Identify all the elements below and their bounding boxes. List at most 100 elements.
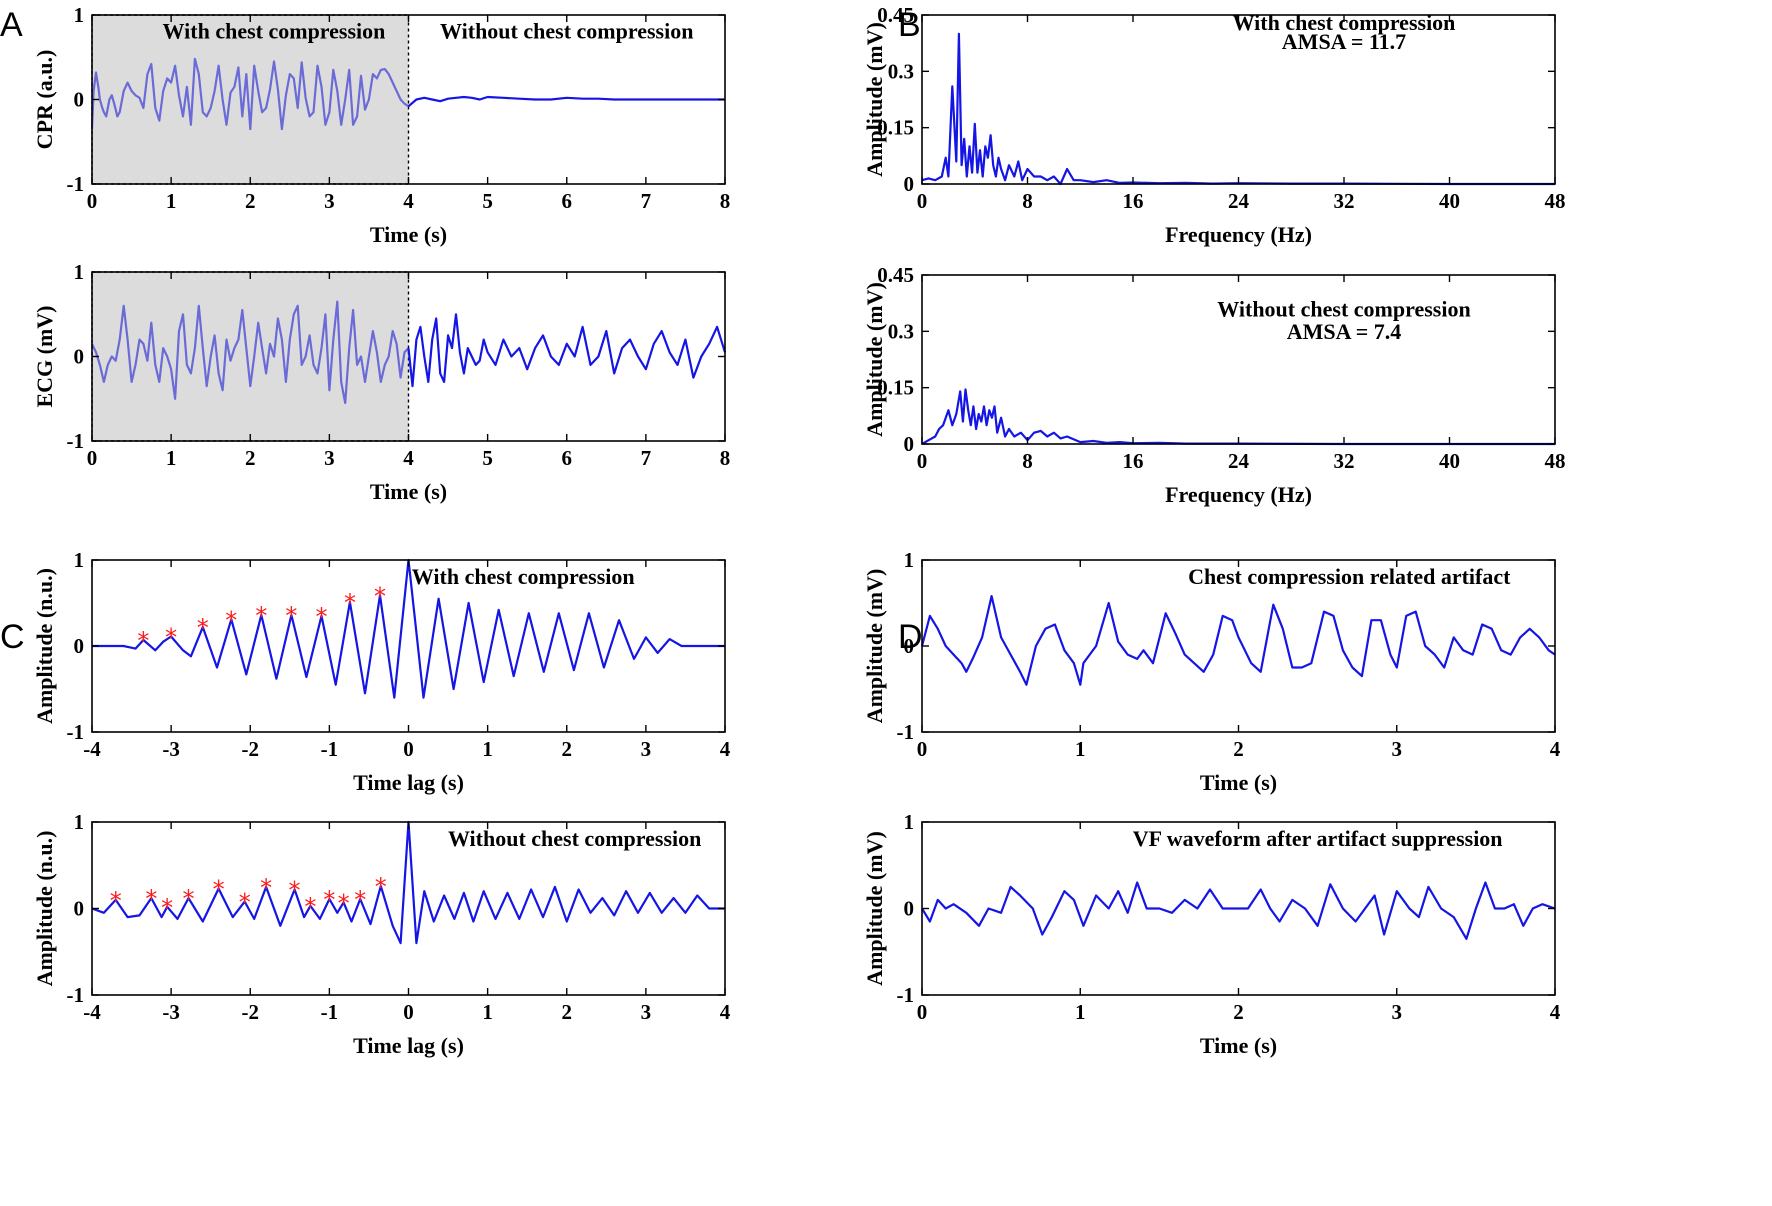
x-tick-label: 1 xyxy=(482,1000,493,1024)
peak-marker: * xyxy=(239,889,251,917)
peak-marker: * xyxy=(375,873,387,901)
signal-line-shaded xyxy=(91,300,410,405)
x-tick-label: 0 xyxy=(403,737,414,761)
y-tick-label: -1 xyxy=(897,983,915,1007)
x-tick-label: 1 xyxy=(1075,737,1086,761)
chart-annotation: With chest compression xyxy=(1233,10,1456,35)
peak-marker: * xyxy=(260,874,272,902)
x-tick-label: -1 xyxy=(321,737,339,761)
peak-marker: * xyxy=(161,894,173,922)
y-tick-label: 0.15 xyxy=(877,376,914,400)
x-axis-label: Frequency (Hz) xyxy=(1165,222,1312,247)
peak-marker: * xyxy=(165,624,177,652)
x-tick-label: 24 xyxy=(1228,189,1250,213)
peak-marker: * xyxy=(145,885,157,913)
x-tick-label: 3 xyxy=(641,1000,652,1024)
x-tick-label: 7 xyxy=(641,189,652,213)
y-tick-label: -1 xyxy=(67,172,85,196)
x-tick-label: 6 xyxy=(562,446,573,470)
chart-annotation: AMSA = 11.7 xyxy=(1282,29,1406,54)
y-tick-label: -1 xyxy=(897,720,915,744)
panel-letter-c: C xyxy=(0,618,25,656)
x-tick-label: 3 xyxy=(1392,737,1403,761)
peak-marker: * xyxy=(344,589,356,617)
x-tick-label: 8 xyxy=(720,446,731,470)
peak-marker: * xyxy=(289,876,301,904)
chart-c1: * * * * * * * * * -4 -3 -2 -1 0 1 2 3 4 -1 0 1 Time lag (s) Am… xyxy=(32,548,731,795)
x-tick-label: -2 xyxy=(242,737,260,761)
x-tick-label: 4 xyxy=(720,737,731,761)
y-tick-label: 1 xyxy=(74,810,85,834)
chart-b1: 0 8 16 24 32 40 48 0 0.15 0.3 0.45 Frequency (Hz) Am… xyxy=(862,3,1566,247)
x-axis-label: Time (s) xyxy=(1200,1033,1277,1058)
plot-frame xyxy=(921,14,1556,185)
x-tick-label: 16 xyxy=(1123,449,1144,473)
x-axis-label: Time lag (s) xyxy=(353,1033,464,1058)
peak-marker: * xyxy=(285,602,297,630)
chart-annotation: Chest compression related artifact xyxy=(1188,564,1511,589)
x-tick-label: 0 xyxy=(917,449,928,473)
x-tick-label: 4 xyxy=(1550,1000,1561,1024)
y-tick-label: 1 xyxy=(904,810,915,834)
x-tick-label: 0 xyxy=(87,189,98,213)
signal-line xyxy=(407,313,727,388)
x-tick-label: 4 xyxy=(403,189,414,213)
x-tick-label: -1 xyxy=(321,1000,339,1024)
x-tick-label: 8 xyxy=(1022,449,1033,473)
x-axis-label: Time (s) xyxy=(370,479,447,504)
x-tick-label: 3 xyxy=(324,446,335,470)
x-tick-label: 7 xyxy=(641,446,652,470)
y-tick-label: 0 xyxy=(904,172,915,196)
signal-line xyxy=(92,558,725,699)
y-tick-label: 1 xyxy=(904,548,915,572)
peak-marker: * xyxy=(255,602,267,630)
y-axis-label: Amplitude (mV) xyxy=(862,831,887,986)
x-tick-label: 2 xyxy=(562,737,573,761)
x-tick-label: 2 xyxy=(245,189,256,213)
peak-marker: * xyxy=(374,582,386,610)
x-tick-label: 16 xyxy=(1123,189,1144,213)
peak-marker: * xyxy=(183,885,195,913)
y-tick-label: 1 xyxy=(74,3,85,27)
x-tick-label: 40 xyxy=(1439,189,1460,213)
peak-marker: * xyxy=(213,876,225,904)
signal-line xyxy=(407,95,725,108)
x-tick-label: 1 xyxy=(166,189,177,213)
y-tick-label: 0.3 xyxy=(888,59,914,83)
y-tick-label: -1 xyxy=(67,983,85,1007)
x-tick-label: 5 xyxy=(482,446,493,470)
x-tick-label: 40 xyxy=(1439,449,1460,473)
x-tick-label: 1 xyxy=(166,446,177,470)
y-tick-label: 1 xyxy=(74,260,85,284)
x-tick-label: 1 xyxy=(1075,1000,1086,1024)
x-tick-label: 8 xyxy=(720,189,731,213)
x-tick-label: 0 xyxy=(917,1000,928,1024)
signal-line xyxy=(921,388,1555,446)
y-tick-label: -1 xyxy=(67,429,85,453)
y-tick-label: 0 xyxy=(904,634,915,658)
peak-marker: * xyxy=(197,614,209,642)
peak-marker: * xyxy=(354,886,366,914)
x-tick-label: 4 xyxy=(1550,737,1561,761)
chart-b2: 0 8 16 24 32 40 48 0 0.15 0.3 0.45 Frequency (Hz) Am… xyxy=(862,263,1566,507)
x-tick-label: 0 xyxy=(917,189,928,213)
x-axis-label: Time lag (s) xyxy=(353,770,464,795)
panel-letter-d: D xyxy=(898,618,923,656)
x-tick-label: 48 xyxy=(1545,189,1566,213)
peak-marker: * xyxy=(137,627,149,655)
chart-annotation: Without chest compression xyxy=(1217,296,1470,321)
x-tick-label: 0 xyxy=(87,446,98,470)
y-tick-label: 0.45 xyxy=(877,263,914,287)
x-axis-label: Time (s) xyxy=(1200,770,1277,795)
x-tick-label: 4 xyxy=(403,446,414,470)
panel-letter-b: B xyxy=(898,6,921,44)
signal-line-shaded xyxy=(90,57,410,131)
chart-annotation: With chest compression xyxy=(163,19,386,44)
signal-line xyxy=(91,820,725,945)
chart-annotation: Without chest compression xyxy=(440,19,693,44)
x-tick-label: 4 xyxy=(720,1000,731,1024)
